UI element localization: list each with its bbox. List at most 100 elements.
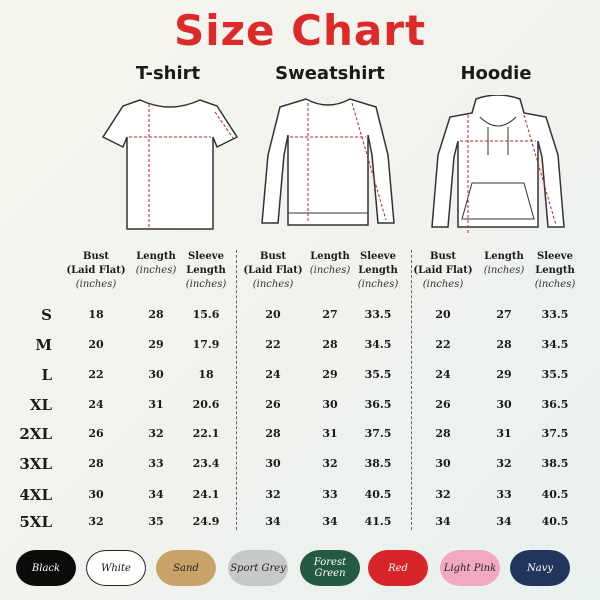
header-label: Bust: [83, 251, 109, 262]
header-label: Length: [186, 265, 226, 276]
size-label: 3XL: [19, 455, 52, 473]
hoodie-title: Hoodie: [460, 63, 532, 84]
sweatshirt-cell: 30: [322, 398, 338, 411]
tshirt-cell: 18: [198, 368, 214, 381]
hoodie-cell: 36.5: [541, 398, 569, 411]
header-label: (Laid Flat): [243, 265, 303, 276]
tshirt-cell: 28: [148, 308, 164, 321]
sweatshirt-cell: 30: [265, 457, 281, 470]
header-label: (Laid Flat): [413, 265, 473, 276]
sweatshirt-cell: 35.5: [364, 368, 392, 381]
tshirt-cell: 30: [148, 368, 164, 381]
sweatshirt-header: Sleeve Length (inches): [348, 250, 408, 292]
header-label: Length: [358, 265, 398, 276]
hoodie-cell: 33: [496, 488, 512, 501]
size-label: L: [41, 366, 52, 384]
header-unit: (inches): [357, 279, 399, 290]
hoodie-cell: 34: [496, 515, 512, 528]
tshirt-header: Length (inches): [126, 250, 186, 278]
tshirt-header: Bust (Laid Flat) (inches): [66, 250, 126, 292]
tshirt-cell: 26: [88, 427, 104, 440]
sweatshirt-cell: 38.5: [364, 457, 392, 470]
size-label: 5XL: [19, 513, 52, 531]
header-unit: (inches): [483, 265, 525, 276]
sweatshirt-header: Length (inches): [300, 250, 360, 278]
tshirt-cell: 24.9: [192, 515, 220, 528]
hoodie-cell: 30: [496, 398, 512, 411]
sweatshirt-cell: 24: [265, 368, 281, 381]
tshirt-cell: 30: [88, 488, 104, 501]
sweatshirt-cell: 37.5: [364, 427, 392, 440]
hoodie-cell: 32: [435, 488, 451, 501]
hoodie-header: Sleeve Length (inches): [525, 250, 585, 292]
sweatshirt-cell: 32: [322, 457, 338, 470]
header-unit: (inches): [75, 279, 117, 290]
header-label: (Laid Flat): [66, 265, 126, 276]
sweatshirt-cell: 32: [265, 488, 281, 501]
hoodie-illustration: [431, 95, 565, 235]
size-label: 4XL: [19, 486, 52, 504]
tshirt-cell: 32: [148, 427, 164, 440]
header-unit: (inches): [309, 265, 351, 276]
color-swatch-light-pink: Light Pink: [440, 550, 500, 586]
hoodie-cell: 29: [496, 368, 512, 381]
header-label: Length: [535, 265, 575, 276]
header-label: Sleeve: [188, 251, 224, 262]
header-label: Length: [484, 251, 524, 262]
header-label: Sleeve: [537, 251, 573, 262]
hoodie-cell: 22: [435, 338, 451, 351]
color-swatch-sand: Sand: [156, 550, 216, 586]
color-swatch-forest-green: Forest Green: [300, 550, 360, 586]
header-unit: (inches): [422, 279, 464, 290]
tshirt-cell: 22: [88, 368, 104, 381]
hoodie-cell: 38.5: [541, 457, 569, 470]
hoodie-header: Bust (Laid Flat) (inches): [413, 250, 473, 292]
sweatshirt-cell: 26: [265, 398, 281, 411]
hoodie-cell: 40.5: [541, 488, 569, 501]
tshirt-title: T-shirt: [135, 63, 201, 84]
sweatshirt-cell: 34: [322, 515, 338, 528]
sweatshirt-cell: 34.5: [364, 338, 392, 351]
hoodie-cell: 27: [496, 308, 512, 321]
tshirt-cell: 31: [148, 398, 164, 411]
tshirt-cell: 17.9: [192, 338, 220, 351]
sweatshirt-cell: 33: [322, 488, 338, 501]
color-swatch-sport-grey: Sport Grey: [228, 550, 288, 586]
tshirt-cell: 24.1: [192, 488, 220, 501]
sweatshirt-illustration: [261, 98, 395, 226]
tshirt-cell: 32: [88, 515, 104, 528]
header-unit: (inches): [135, 265, 177, 276]
header-label: Sleeve: [360, 251, 396, 262]
size-label: 2XL: [19, 425, 52, 443]
color-swatch-red: Red: [368, 550, 428, 586]
header-label: Length: [136, 251, 176, 262]
tshirt-cell: 24: [88, 398, 104, 411]
hoodie-cell: 28: [435, 427, 451, 440]
tshirt-cell: 20: [88, 338, 104, 351]
column-divider: [236, 250, 237, 530]
hoodie-cell: 31: [496, 427, 512, 440]
sweatshirt-cell: 27: [322, 308, 338, 321]
tshirt-cell: 33: [148, 457, 164, 470]
tshirt-cell: 18: [88, 308, 104, 321]
tshirt-cell: 22.1: [192, 427, 220, 440]
sweatshirt-cell: 40.5: [364, 488, 392, 501]
page-title: Size Chart: [173, 6, 427, 55]
tshirt-cell: 34: [148, 488, 164, 501]
tshirt-cell: 35: [148, 515, 164, 528]
hoodie-cell: 33.5: [541, 308, 569, 321]
hoodie-cell: 26: [435, 398, 451, 411]
column-divider: [411, 250, 412, 530]
hoodie-cell: 28: [496, 338, 512, 351]
size-label: XL: [29, 396, 52, 414]
hoodie-cell: 37.5: [541, 427, 569, 440]
sweatshirt-cell: 20: [265, 308, 281, 321]
tshirt-cell: 29: [148, 338, 164, 351]
color-swatch-navy: Navy: [510, 550, 570, 586]
hoodie-cell: 32: [496, 457, 512, 470]
header-label: Length: [310, 251, 350, 262]
sweatshirt-cell: 33.5: [364, 308, 392, 321]
tshirt-cell: 23.4: [192, 457, 220, 470]
sweatshirt-cell: 22: [265, 338, 281, 351]
header-unit: (inches): [185, 279, 227, 290]
